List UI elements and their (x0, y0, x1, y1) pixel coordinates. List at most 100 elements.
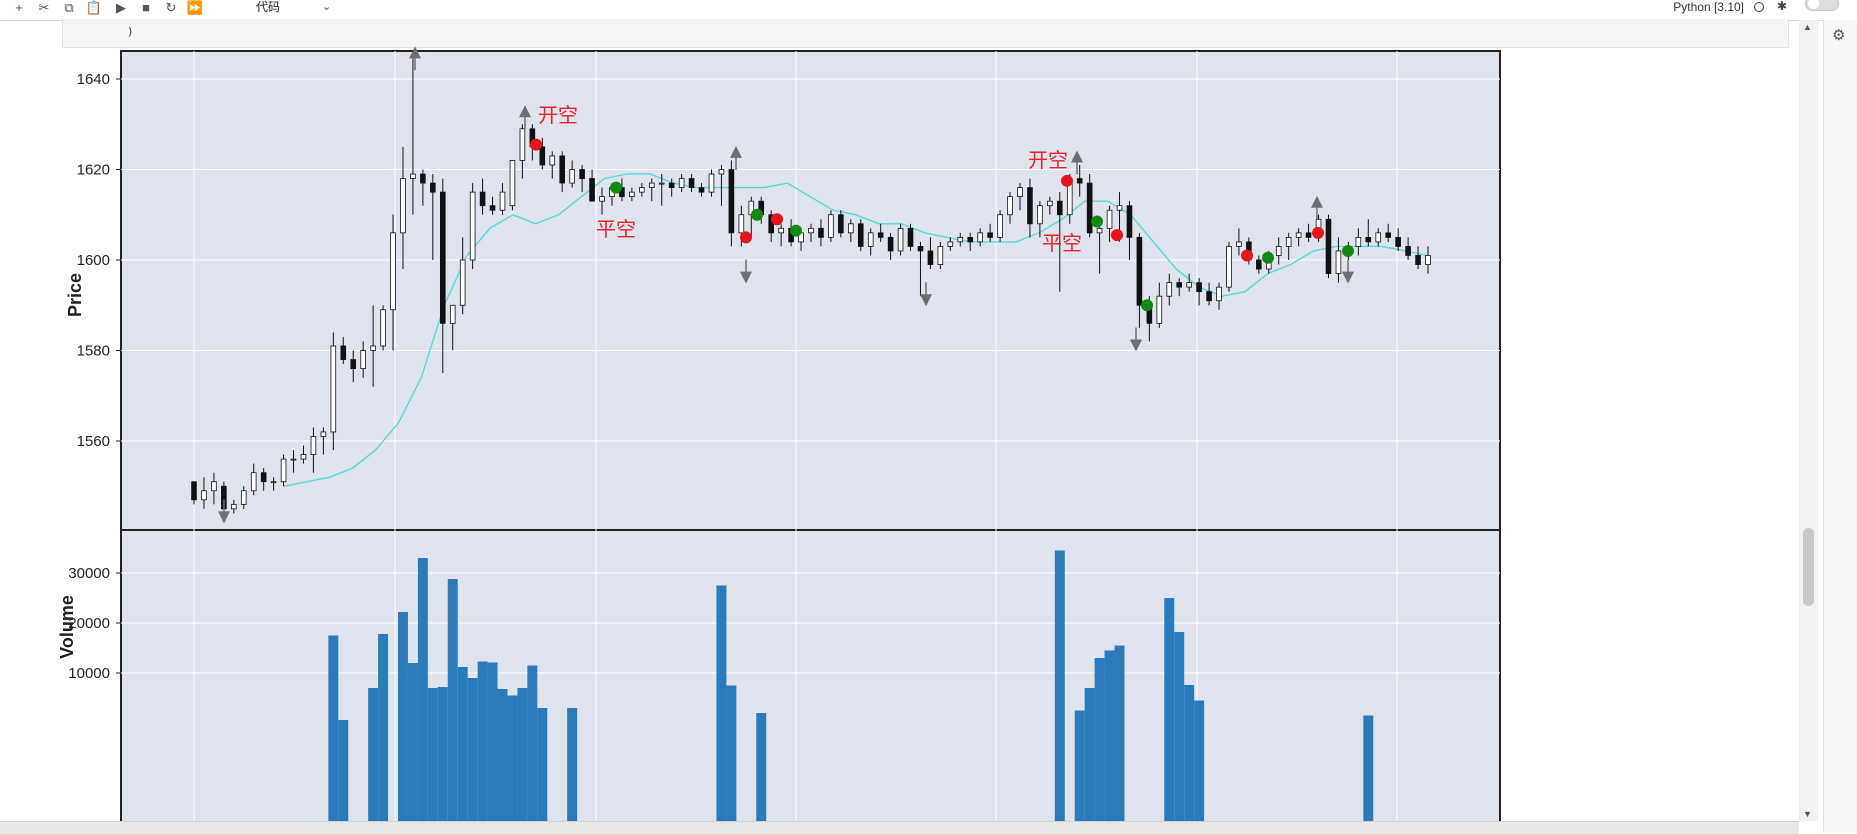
candle-body (668, 182, 675, 188)
candle-body (1027, 187, 1033, 225)
candle-body (1037, 205, 1043, 225)
candle-body (828, 214, 834, 238)
candle-body (1415, 255, 1421, 265)
volume-bar (507, 695, 518, 821)
candle-body (1395, 236, 1401, 247)
candle-body (300, 454, 307, 460)
volume-bar (1164, 598, 1175, 821)
candle-body (967, 236, 974, 243)
volume-bar (1054, 550, 1065, 821)
horizontal-scrollbar[interactable] (0, 821, 1799, 834)
candle-body (260, 472, 267, 483)
scroll-up-icon[interactable]: ▲ (1803, 22, 1812, 32)
paste-button[interactable]: 📋 (83, 0, 105, 18)
candle-body (1305, 232, 1312, 238)
candle-body (887, 236, 894, 252)
kernel-name[interactable]: Python [3.10] (1673, 0, 1744, 14)
candle-body (310, 436, 317, 455)
volume-bar (527, 665, 538, 821)
green-signal-marker (1342, 244, 1354, 257)
candle-body (1116, 205, 1123, 211)
candle-body (449, 304, 456, 324)
volume-bar (497, 689, 508, 821)
candle-body (857, 223, 864, 247)
candle-body (848, 223, 854, 234)
candle-body (947, 241, 954, 247)
stop-button[interactable]: ■ (135, 0, 157, 18)
chevron-down-icon[interactable]: ⌄ (322, 1, 332, 13)
arrow-down-marker (920, 294, 932, 307)
red-signal-marker (771, 213, 783, 226)
arrow-down-marker (1342, 271, 1354, 284)
candle-body (1355, 236, 1362, 247)
candle-body (698, 187, 705, 193)
green-signal-marker (610, 181, 622, 194)
arrow-up-marker (1071, 150, 1083, 163)
copy-button[interactable]: ⧉ (58, 0, 80, 18)
candle-body (639, 187, 645, 193)
candle-body (1285, 236, 1292, 247)
scissors-icon: ✂ (38, 0, 50, 15)
volume-bar (417, 558, 428, 821)
right-sidebar: ⚙ (1823, 20, 1857, 833)
candle-body (728, 169, 735, 234)
volume-axis-label: Volume (57, 595, 77, 659)
cell-type-select[interactable]: 代码 (256, 0, 281, 14)
restart-button[interactable]: ↻ (160, 0, 182, 18)
debugger-icon[interactable]: ✱ (1776, 0, 1787, 13)
candle-body (937, 246, 944, 265)
volume-bar (517, 688, 528, 821)
debug-toggle[interactable] (1805, 0, 1839, 11)
restart-icon: ↻ (165, 0, 177, 15)
volume-bar (756, 713, 767, 821)
candle-body (350, 359, 357, 369)
candle-body (1385, 232, 1391, 238)
candle-body (1186, 282, 1192, 288)
candle-body (1206, 291, 1212, 302)
gear-icon[interactable]: ⚙ (1832, 27, 1846, 44)
volume-bar (1174, 632, 1185, 821)
volume-bar (487, 662, 498, 821)
candle-body (370, 345, 376, 351)
trade-annotation: 开空 (1028, 148, 1068, 172)
volume-bar (567, 708, 578, 821)
candle-body (280, 458, 287, 483)
green-signal-marker (790, 224, 802, 237)
price-tick-label: 1600 (77, 252, 110, 269)
code-cell[interactable]: ) (62, 19, 1789, 48)
play-icon: ▶ (116, 0, 126, 15)
add-cell-button[interactable]: + (8, 0, 30, 18)
volume-tick-label: 30000 (68, 565, 110, 582)
plus-icon: + (15, 0, 23, 15)
run-button[interactable]: ▶ (110, 0, 132, 18)
price-tick-label: 1640 (77, 71, 110, 88)
candle-body (1335, 250, 1342, 274)
candle-body (231, 503, 237, 510)
run-all-button[interactable]: ⏩ (184, 0, 206, 18)
scrollbar-thumb[interactable] (1803, 528, 1814, 606)
volume-bar (398, 612, 408, 821)
candle-body (778, 227, 784, 234)
candle-body (439, 191, 446, 324)
candle-body (1086, 182, 1093, 234)
candle-body (1405, 246, 1411, 256)
candle-body (489, 205, 496, 211)
candle-body (917, 246, 924, 252)
candle-body (897, 227, 904, 252)
candle-body (469, 191, 476, 261)
vertical-scrollbar[interactable]: ▲ ▼ (1799, 20, 1818, 821)
candle-body (927, 250, 934, 265)
candle-body (579, 169, 585, 179)
candle-body (201, 490, 207, 501)
volume-bar (537, 708, 548, 821)
candle-body (1295, 232, 1302, 238)
cut-button[interactable]: ✂ (33, 0, 55, 18)
candle-body (430, 182, 436, 193)
candle-body (738, 214, 745, 234)
candle-body (688, 178, 695, 189)
candle-body (1007, 196, 1013, 216)
scroll-down-icon[interactable]: ▼ (1803, 809, 1812, 819)
candle-body (1196, 282, 1202, 293)
candle-body (877, 232, 884, 238)
arrow-up-marker (519, 105, 531, 118)
